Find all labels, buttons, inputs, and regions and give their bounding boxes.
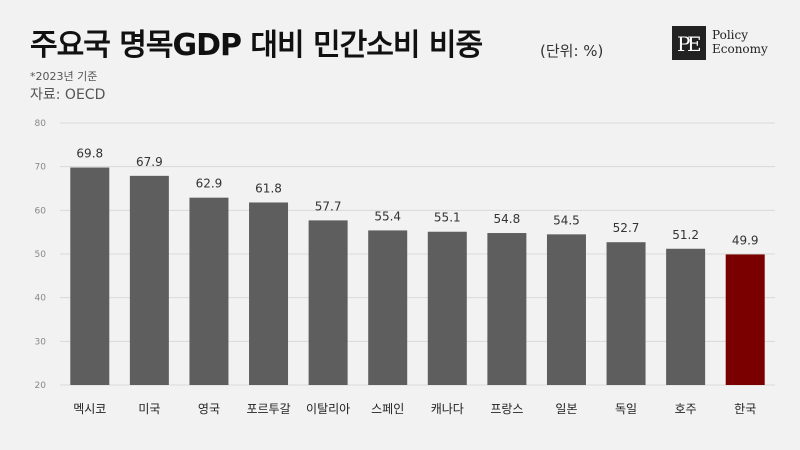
category-label: 스페인 <box>371 402 404 416</box>
bar-5 <box>308 220 348 385</box>
y-tick-label: 60 <box>35 206 47 216</box>
value-label: 52.7 <box>613 221 640 235</box>
bar-12 <box>725 254 765 385</box>
category-label: 프랑스 <box>490 402 523 416</box>
category-label: 미국 <box>138 402 160 416</box>
value-label: 49.9 <box>732 233 759 247</box>
logo-line-1: Policy <box>712 28 748 42</box>
value-label: 69.8 <box>76 147 103 161</box>
source-label: 자료: OECD <box>30 87 106 103</box>
logo-line-2: Economy <box>712 42 768 56</box>
value-label: 54.5 <box>553 213 580 227</box>
category-label: 포르투갈 <box>246 402 290 416</box>
category-label: 이탈리아 <box>306 402 350 416</box>
value-label: 61.8 <box>255 181 282 195</box>
category-label: 일본 <box>555 402 577 416</box>
category-label: 캐나다 <box>431 402 464 416</box>
category-label: 멕시코 <box>73 402 106 416</box>
y-tick-label: 70 <box>35 163 47 173</box>
bar-9 <box>546 234 586 385</box>
logo-mark-icon: P E <box>672 26 706 60</box>
bar-11 <box>666 248 706 385</box>
value-label: 51.2 <box>672 228 699 242</box>
value-label: 55.1 <box>434 211 461 225</box>
category-label: 독일 <box>615 402 637 416</box>
bar-10 <box>606 242 646 385</box>
bar-8 <box>487 233 527 385</box>
y-tick-label: 50 <box>35 250 47 260</box>
base-year-note: *2023년 기준 <box>30 70 98 83</box>
category-label: 호주 <box>675 402 697 416</box>
y-tick-label: 80 <box>35 119 47 129</box>
bar-3 <box>189 197 229 385</box>
svg-text:E: E <box>687 32 702 56</box>
policy-economy-logo: P E Policy Economy <box>672 26 782 62</box>
value-label: 67.9 <box>136 155 163 169</box>
value-label: 55.4 <box>374 209 401 223</box>
value-label: 62.9 <box>196 177 223 191</box>
bar-2 <box>129 175 169 385</box>
value-label: 57.7 <box>315 199 342 213</box>
category-label: 영국 <box>198 402 220 416</box>
value-label: 54.8 <box>494 212 521 226</box>
unit-label: (단위: %) <box>540 42 604 60</box>
logo-text: Policy Economy <box>712 28 768 56</box>
category-label: 한국 <box>734 402 756 416</box>
y-tick-label: 20 <box>35 381 47 391</box>
bar-6 <box>368 230 408 385</box>
bar-1 <box>70 167 110 385</box>
chart-title: 주요국 명목GDP 대비 민간소비 비중 <box>30 28 483 63</box>
svg-text:P: P <box>677 32 690 56</box>
bar-4 <box>249 202 289 385</box>
y-tick-label: 30 <box>35 337 47 347</box>
y-tick-label: 40 <box>35 294 47 304</box>
bar-7 <box>427 231 467 385</box>
